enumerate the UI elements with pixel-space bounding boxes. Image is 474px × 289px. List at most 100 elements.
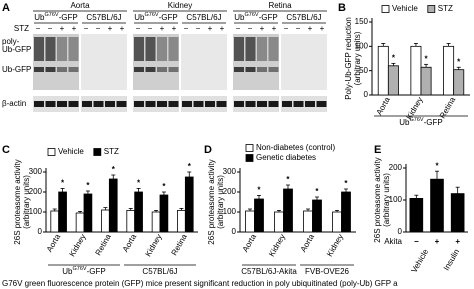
blot-band [45,101,56,107]
blot [281,34,327,90]
blot-smear [157,37,167,61]
significance: * [137,179,141,188]
blot-band [205,101,215,107]
blot-band [45,67,56,72]
bar [184,176,194,233]
group-label: Insulin [442,248,461,273]
blot-band [68,101,79,107]
bar [177,209,186,233]
significance: * [344,179,348,188]
x-tick-label: Kidney [68,233,88,259]
blot-band [116,101,127,107]
y-axis-label: (arbitrary units) [216,175,225,229]
blot-band [257,101,267,107]
legend-swatch [427,5,436,13]
panel-letter: B [338,2,346,14]
stz-sign: + [172,24,177,33]
blot-band [93,101,104,107]
label-part: G76V [45,12,59,18]
stz-sign: + [320,24,325,33]
bar [58,191,67,233]
stz-sign: − [84,24,89,33]
label-part: G76V [145,12,159,18]
label-part: -GFP [159,13,178,22]
label-part: -GFP [424,118,443,127]
blot-band [234,67,244,72]
bar [443,45,455,96]
blot-band [145,67,156,72]
blot-band [105,101,115,107]
bar [151,211,161,233]
bar [50,210,60,233]
blot-band [145,101,156,107]
bar [83,193,93,233]
bar [312,199,322,233]
significance: * [86,181,90,190]
blot-band [257,67,267,72]
bar [126,209,136,233]
label-part: -GFP [259,13,278,22]
stz-sign: − [284,24,289,33]
bar [245,210,255,233]
strain-label: C57BL/6J [186,13,221,22]
y-axis-label: 26S proteasome activity [373,157,382,242]
bar [453,69,465,96]
blot-smear [57,37,67,61]
strain-label: UbG76V-GFP [234,12,277,22]
y-tick-label: 0 [232,227,237,236]
significance: * [435,161,439,170]
x-tick-label: + [455,237,460,246]
x-tick-label: Aorta [375,95,393,117]
x-tick-label: Kidney [144,233,164,259]
bar [283,188,293,233]
panel-letter: D [204,144,212,156]
stz-sign: − [136,24,141,33]
y-axis-label: (arbitrary units) [382,173,391,227]
stz-sign: + [208,24,213,33]
legend-swatch [245,144,254,152]
y-tick-label: 50 [359,66,368,75]
x-tick-label: Aorta [121,232,139,254]
bar [159,194,169,233]
y-tick-label: 100 [389,195,403,204]
bar [134,191,143,233]
strain-label: UbG76V-GFP [34,12,77,22]
blot-band [293,101,304,107]
bar [108,178,118,233]
x-tick-label: + [435,237,440,246]
blot-band [134,67,144,72]
significance: * [188,162,192,171]
blot-band [157,67,167,72]
y-axis-label: 26S proteasome activity [13,159,22,244]
label-part: -GFP [87,267,106,276]
y-axis-label: (arbitrary units) [353,31,362,85]
blot-smear [68,37,79,61]
strain-label: C57BL/6J [86,13,121,22]
legend-label: Non-diabetes (control) [256,143,335,152]
stz-sign: − [236,24,241,33]
blot-band [216,101,227,107]
legend-label: STZ [104,147,119,156]
label-part: G76V [245,12,259,18]
significance: * [457,57,461,66]
group-label: C57BL/6J-Akita [241,267,297,276]
blot [33,96,79,112]
stz-sign: + [120,24,125,33]
stz-sign: + [108,24,113,33]
label-part: Ub [62,267,73,276]
blot-band [168,67,179,72]
blot-band [157,101,167,107]
blot [81,34,127,90]
stz-sign: − [96,24,101,33]
stz-sign: + [260,24,265,33]
y-axis-label: (arbitrary units) [22,175,31,229]
row-label: poly- [2,37,20,46]
bar [341,191,351,233]
stz-sign: + [220,24,225,33]
blot-band [182,101,192,107]
significance: * [162,182,166,191]
bar [430,178,444,233]
y-tick-label: 300 [223,167,237,176]
legend-swatch [381,5,390,13]
